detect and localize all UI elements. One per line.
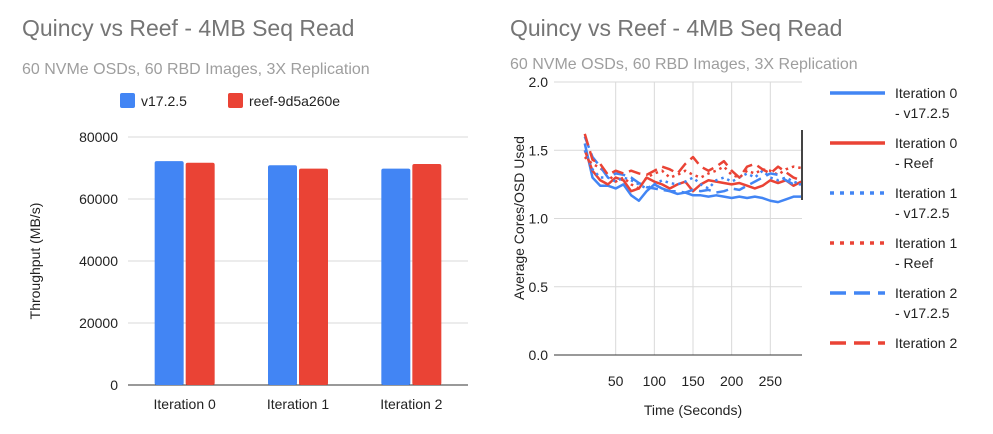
legend-label: Iteration 0 [895,135,957,151]
bar-y-axis-label: Throughput (MB/s) [27,203,43,320]
line-x-tick: 200 [720,373,744,389]
legend-label: Iteration 2 [895,335,957,351]
line-y-tick: 0.5 [529,279,549,295]
line-x-tick: 50 [608,373,624,389]
line-y-axis-label: Average Cores/OSD Used [511,136,527,300]
bar-chart-title: Quincy vs Reef - 4MB Seq Read [22,15,354,41]
legend-label: - Reef [895,155,933,171]
line-x-tick: 250 [759,373,783,389]
bar-x-tick: Iteration 2 [380,396,442,412]
line-series-4 [583,136,802,194]
line-x-tick: 150 [681,373,705,389]
line-y-tick: 1.0 [529,211,549,227]
line-y-tick: 0.0 [529,347,549,363]
bar-y-tick: 60000 [79,191,118,207]
line-chart-subtitle: 60 NVMe OSDs, 60 RBD Images, 3X Replicat… [510,56,858,73]
legend-label: - v17.2.5 [895,305,950,321]
bar-v17-0 [154,161,184,385]
line-y-tick: 2.0 [529,74,549,90]
bar-reef-0 [185,162,215,385]
line-series-0 [583,143,802,204]
legend-label: Iteration 1 [895,185,957,201]
bar-y-tick: 20000 [79,315,118,331]
legend-label: - v17.2.5 [895,205,950,221]
legend-swatch-0 [120,93,135,108]
line-chart-title: Quincy vs Reef - 4MB Seq Read [510,15,842,41]
legend-swatch-1 [228,93,243,108]
bar-reef-1 [299,168,328,385]
bar-x-tick: Iteration 1 [267,396,329,412]
legend-label: reef-9d5a260e [249,93,340,109]
bar-v17-1 [268,165,297,385]
legend-label: v17.2.5 [141,93,187,109]
legend-label: Iteration 0 [895,85,957,101]
bar-y-tick: 80000 [79,129,118,145]
line-y-tick: 1.5 [529,142,549,158]
bar-y-tick: 40000 [79,253,118,269]
line-series-3 [583,156,802,190]
bar-v17-2 [381,168,411,385]
line-series-5 [583,133,802,182]
legend-label: - Reef [895,255,933,271]
legend-label: - v17.2.5 [895,105,950,121]
bar-x-tick: Iteration 0 [154,396,216,412]
line-x-tick: 100 [643,373,667,389]
bar-chart-subtitle: 60 NVMe OSDs, 60 RBD Images, 3X Replicat… [22,61,370,78]
legend-label: Iteration 2 [895,285,957,301]
bar-y-tick: 0 [110,377,118,393]
line-x-axis-label: Time (Seconds) [644,402,742,418]
bar-reef-2 [412,163,442,385]
legend-label: Iteration 1 [895,235,957,251]
